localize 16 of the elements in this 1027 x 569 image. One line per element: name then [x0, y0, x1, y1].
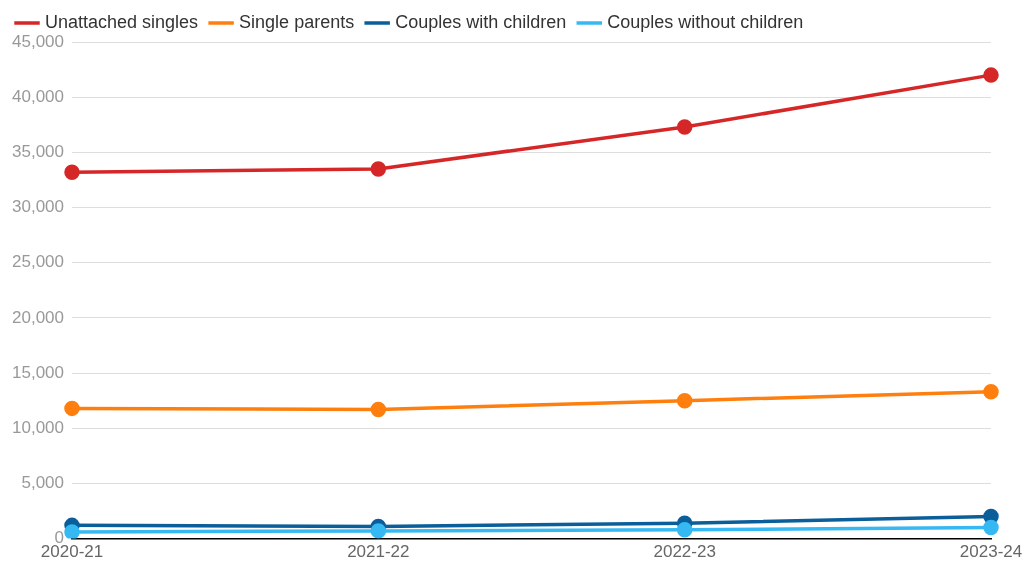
x-tick-label: 2023-24	[959, 542, 1023, 562]
y-tick-label: 20,000	[12, 307, 64, 327]
x-tick-label: 2022-23	[653, 542, 716, 562]
x-tick-label: 2021-22	[347, 542, 410, 562]
y-tick-label: 45,000	[12, 31, 64, 51]
legend-label: Couples with children	[395, 11, 567, 32]
y-tick-label: 40,000	[12, 86, 64, 106]
y-tick-label: 5,000	[21, 473, 64, 493]
y-tick-label: 15,000	[12, 362, 64, 382]
legend-label: Single parents	[239, 11, 355, 32]
y-tick-label: 30,000	[12, 197, 64, 217]
y-tick-label: 35,000	[12, 142, 64, 162]
y-tick-label: 25,000	[12, 252, 64, 272]
y-tick-label: 10,000	[12, 417, 64, 437]
legend-label: Couples without children	[607, 11, 804, 32]
legend-label: Unattached singles	[45, 11, 199, 32]
